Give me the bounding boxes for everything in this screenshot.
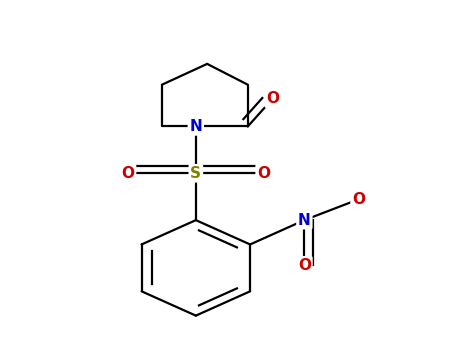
Text: O: O xyxy=(352,192,365,207)
Text: N: N xyxy=(189,119,202,134)
Text: O: O xyxy=(298,258,311,273)
Text: O: O xyxy=(121,166,135,181)
Text: O: O xyxy=(266,91,279,106)
Text: O: O xyxy=(257,166,270,181)
Text: N: N xyxy=(298,213,311,228)
Text: S: S xyxy=(190,166,202,181)
